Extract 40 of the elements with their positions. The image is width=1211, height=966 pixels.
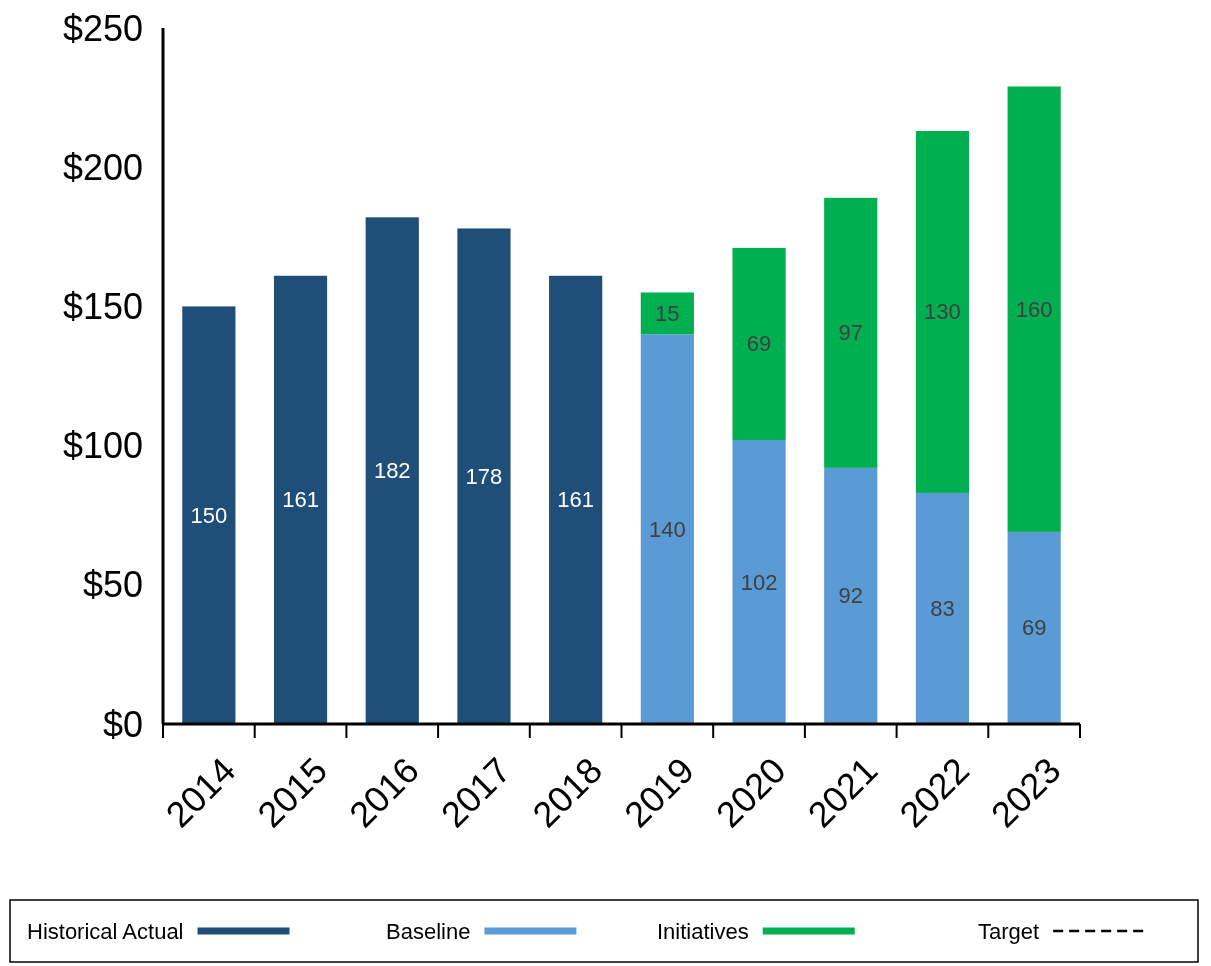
bar	[824, 197, 878, 468]
y-tick-label: $150	[62, 285, 143, 327]
data-label: 15	[655, 300, 680, 326]
data-label: 160	[1015, 296, 1053, 322]
bar	[732, 440, 786, 724]
bar	[915, 492, 970, 724]
data-label: 150	[190, 502, 228, 528]
bar	[732, 247, 786, 441]
bar	[549, 275, 603, 724]
y-tick-label: $0	[102, 703, 143, 745]
bar	[824, 467, 878, 724]
bar	[273, 275, 328, 724]
legend-label: Initiatives	[657, 918, 749, 944]
data-label: 83	[930, 595, 955, 621]
y-tick-label: $250	[62, 7, 143, 49]
data-label: 161	[282, 487, 319, 513]
bar	[1007, 531, 1061, 724]
data-label: 130	[924, 299, 961, 325]
bar	[1007, 86, 1061, 532]
data-label: 69	[746, 331, 772, 357]
y-tick-label: $100	[62, 425, 143, 467]
bar	[182, 306, 236, 724]
bar	[640, 292, 694, 335]
data-label: 102	[740, 569, 778, 595]
bar	[915, 131, 970, 493]
legend-label: Historical Actual	[27, 918, 184, 944]
y-tick-label: $200	[62, 146, 143, 188]
data-label: 182	[373, 458, 411, 484]
legend-label: Target	[978, 918, 1040, 944]
y-tick-label: $50	[82, 564, 143, 606]
legend-label: Baseline	[386, 918, 471, 944]
data-label: 69	[1021, 615, 1047, 641]
data-label: 161	[557, 487, 595, 513]
data-label: 140	[648, 516, 686, 542]
data-label: 97	[838, 320, 863, 346]
bar	[640, 334, 694, 724]
bar	[365, 217, 419, 724]
data-label: 178	[465, 463, 503, 489]
data-label: 92	[838, 583, 863, 609]
bar	[457, 228, 511, 724]
